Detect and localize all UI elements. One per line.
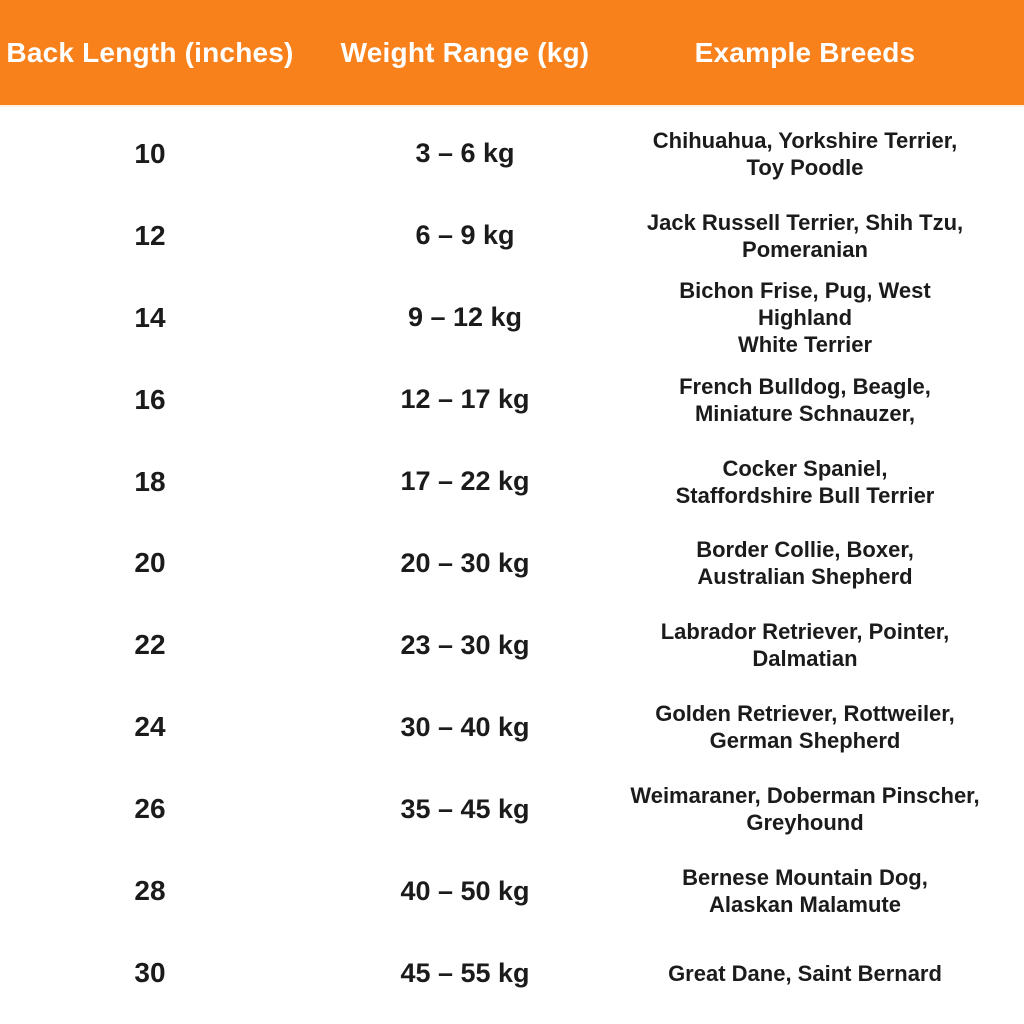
table-row: 28 40 – 50 kg Bernese Mountain Dog, Alas… (0, 850, 1024, 932)
weight-range-cell: 23 – 30 kg (400, 629, 530, 660)
column-header-weight-range: Weight Range (kg) (340, 36, 590, 68)
back-length-cell: 14 (134, 301, 166, 333)
table-row: 18 17 – 22 kg Cocker Spaniel, Staffordsh… (0, 441, 1024, 523)
table-row: 30 45 – 55 kg Great Dane, Saint Bernard (0, 932, 1024, 1014)
weight-range-cell: 45 – 55 kg (400, 957, 530, 988)
column-header-back-length: Back Length (inches) (6, 36, 294, 68)
table-row: 14 9 – 12 kg Bichon Frise, Pug, West Hig… (0, 277, 1024, 359)
example-breeds-cell: Cocker Spaniel, Staffordshire Bull Terri… (675, 455, 935, 508)
back-length-cell: 30 (134, 957, 166, 989)
table-row: 10 3 – 6 kg Chihuahua, Yorkshire Terrier… (0, 113, 1024, 195)
example-breeds-cell: French Bulldog, Beagle, Miniature Schnau… (679, 373, 931, 426)
example-breeds-cell: Jack Russell Terrier, Shih Tzu, Pomerani… (646, 209, 964, 262)
weight-range-cell: 20 – 30 kg (400, 547, 530, 578)
back-length-cell: 22 (134, 629, 166, 661)
weight-range-cell: 30 – 40 kg (400, 711, 530, 742)
back-length-cell: 20 (134, 547, 166, 579)
table-row: 20 20 – 30 kg Border Collie, Boxer, Aust… (0, 523, 1024, 605)
example-breeds-cell: Golden Retriever, Rottweiler, German She… (655, 701, 955, 754)
weight-range-cell: 9 – 12 kg (407, 302, 523, 333)
weight-range-cell: 40 – 50 kg (400, 875, 530, 906)
table-header: Back Length (inches) Weight Range (kg) E… (0, 0, 1024, 107)
weight-range-cell: 17 – 22 kg (400, 466, 530, 497)
back-length-cell: 10 (134, 137, 166, 169)
table-row: 24 30 – 40 kg Golden Retriever, Rottweil… (0, 686, 1024, 768)
column-header-example-breeds: Example Breeds (694, 36, 916, 68)
back-length-cell: 28 (134, 875, 166, 907)
weight-range-cell: 3 – 6 kg (415, 138, 515, 169)
example-breeds-cell: Chihuahua, Yorkshire Terrier, Toy Poodle (652, 127, 958, 180)
back-length-cell: 12 (134, 219, 166, 251)
back-length-cell: 16 (134, 383, 166, 415)
weight-range-cell: 35 – 45 kg (400, 793, 530, 824)
table-row: 16 12 – 17 kg French Bulldog, Beagle, Mi… (0, 359, 1024, 441)
example-breeds-cell: Bichon Frise, Pug, West Highland White T… (679, 278, 931, 358)
example-breeds-cell: Labrador Retriever, Pointer, Dalmatian (660, 619, 950, 672)
back-length-cell: 24 (134, 711, 166, 743)
table-body: 10 3 – 6 kg Chihuahua, Yorkshire Terrier… (0, 107, 1024, 1024)
example-breeds-cell: Border Collie, Boxer, Australian Shepher… (696, 537, 914, 590)
example-breeds-cell: Bernese Mountain Dog, Alaskan Malamute (682, 865, 928, 918)
back-length-cell: 26 (134, 793, 166, 825)
weight-range-cell: 6 – 9 kg (415, 220, 515, 251)
example-breeds-cell: Great Dane, Saint Bernard (668, 960, 942, 986)
back-length-cell: 18 (134, 465, 166, 497)
table-row: 26 35 – 45 kg Weimaraner, Doberman Pinsc… (0, 768, 1024, 850)
example-breeds-cell: Weimaraner, Doberman Pinscher, Greyhound (630, 783, 980, 836)
table-row: 22 23 – 30 kg Labrador Retriever, Pointe… (0, 604, 1024, 686)
table-row: 12 6 – 9 kg Jack Russell Terrier, Shih T… (0, 195, 1024, 277)
weight-range-cell: 12 – 17 kg (400, 384, 530, 415)
